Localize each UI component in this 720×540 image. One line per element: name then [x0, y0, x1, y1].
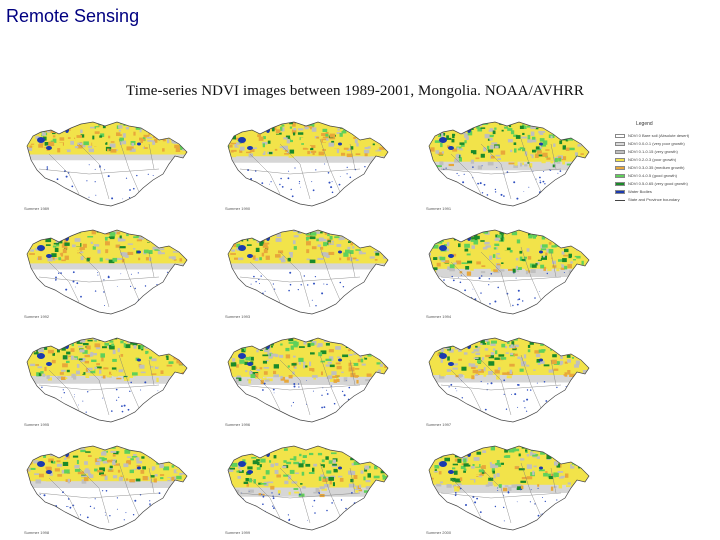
legend-item-label: NDVI 0 Bare soil (Absolute desert)	[628, 133, 690, 138]
ndvi-map-panel: Summer 1991	[421, 114, 597, 214]
figure-title: Time-series NDVI images between 1989-200…	[126, 83, 584, 99]
ndvi-map-panel: Summer 1999	[220, 438, 396, 538]
legend-color-swatch	[615, 190, 625, 194]
legend-item: NDVI 0.3-0.35 (medium growth)	[615, 165, 711, 171]
legend-color-swatch	[615, 182, 625, 186]
legend-item: State and Province boundary	[615, 197, 711, 203]
legend-item: NDVI 0.5-0.65 (very good growth)	[615, 181, 711, 187]
legend-item: NDVI 0.4-0.5 (good growth)	[615, 173, 711, 179]
legend-item-label: NDVI 0.4-0.5 (good growth)	[628, 173, 677, 178]
ndvi-map-panel: Summer 1998	[19, 438, 195, 538]
ndvi-map-panel: Summer 1993	[220, 222, 396, 322]
legend-color-swatch	[615, 158, 625, 162]
legend-item-label: NDVI 0.3-0.35 (medium growth)	[628, 165, 685, 170]
ndvi-map-panel: Summer 2000	[421, 438, 597, 538]
panel-year-label: Summer 1992	[24, 314, 50, 319]
legend: Legend NDVI 0 Bare soil (Absolute desert…	[611, 121, 711, 207]
panel-year-label: Summer 1996	[225, 422, 251, 427]
ndvi-map	[428, 445, 590, 531]
legend-item-label: NDVI 0.0-0.1 (very poor growth)	[628, 141, 685, 146]
ndvi-map-panel: Summer 1992	[19, 222, 195, 322]
legend-item: NDVI 0.1-0.15 (very growth)	[615, 149, 711, 155]
panel-year-label: Summer 1991	[426, 206, 452, 211]
legend-item-label: NDVI 0.1-0.15 (very growth)	[628, 149, 678, 154]
panel-year-label: Summer 1999	[225, 530, 251, 535]
legend-color-swatch	[615, 150, 625, 154]
legend-item-label: Water Bodies	[628, 189, 652, 194]
legend-color-swatch	[615, 142, 625, 146]
panel-year-label: Summer 1998	[24, 530, 50, 535]
legend-item-label: State and Province boundary	[628, 197, 680, 202]
legend-item-label: NDVI 0.5-0.65 (very good growth)	[628, 181, 688, 186]
legend-item: NDVI 0 Bare soil (Absolute desert)	[615, 133, 711, 139]
legend-item: Water Bodies	[615, 189, 711, 195]
ndvi-map	[227, 445, 389, 531]
ndvi-map-panel: Summer 1990	[220, 114, 396, 214]
ndvi-map-panel: Summer 1996	[220, 330, 396, 430]
ndvi-map	[428, 229, 590, 315]
panel-year-label: Summer 1997	[426, 422, 452, 427]
panel-year-label: Summer 1993	[225, 314, 251, 319]
ndvi-map	[26, 337, 188, 423]
legend-color-swatch	[615, 174, 625, 178]
legend-title: Legend	[636, 121, 653, 127]
ndvi-map	[26, 229, 188, 315]
ndvi-map	[227, 337, 389, 423]
panel-year-label: Summer 1990	[225, 206, 251, 211]
ndvi-map-panel: Summer 1997	[421, 330, 597, 430]
ndvi-map	[428, 337, 590, 423]
legend-item: NDVI 0.0-0.1 (very poor growth)	[615, 141, 711, 147]
legend-item-label: NDVI 0.2-0.3 (poor growth)	[628, 157, 677, 162]
ndvi-map-panel: Summer 1989	[19, 114, 195, 214]
panel-year-label: Summer 1989	[24, 206, 50, 211]
panel-year-label: Summer 1995	[24, 422, 50, 427]
ndvi-map	[428, 121, 590, 207]
ndvi-map	[227, 229, 389, 315]
ndvi-map	[26, 445, 188, 531]
panel-year-label: Summer 2000	[426, 530, 452, 535]
ndvi-map	[227, 121, 389, 207]
ndvi-map-panel: Summer 1994	[421, 222, 597, 322]
legend-color-swatch	[615, 166, 625, 170]
legend-color-swatch	[615, 134, 625, 138]
panel-year-label: Summer 1994	[426, 314, 452, 319]
ndvi-map	[26, 121, 188, 207]
slide-title: Remote Sensing	[6, 6, 140, 26]
legend-item: NDVI 0.2-0.3 (poor growth)	[615, 157, 711, 163]
legend-line-swatch	[615, 200, 625, 201]
ndvi-map-panel: Summer 1995	[19, 330, 195, 430]
